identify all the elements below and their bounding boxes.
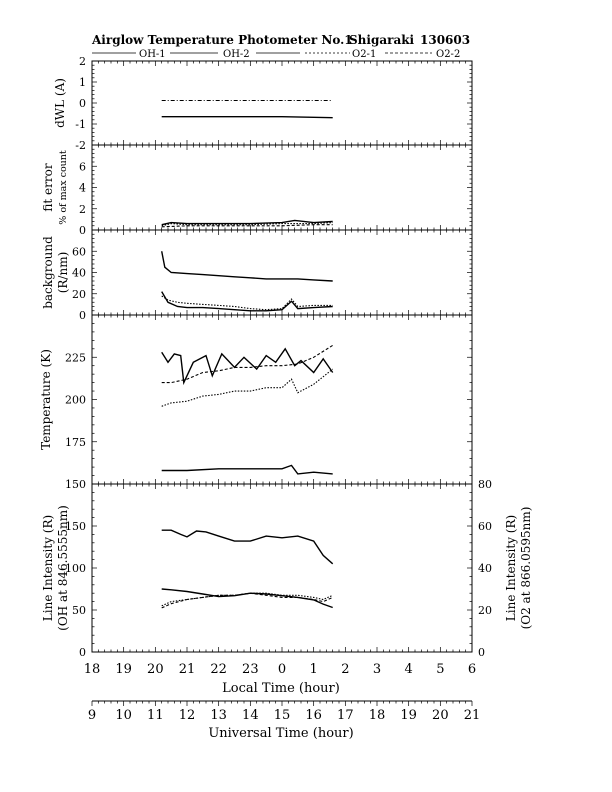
panel-temperature: 225 200 175 150 Temperature (K) — [39, 314, 473, 491]
y-right-axis-label: Line Intensity (R) — [504, 515, 518, 621]
legend-label-oh1: OH-1 — [139, 49, 166, 60]
y-tick-label: 6 — [79, 160, 86, 173]
x-ut-tick-label: 20 — [432, 708, 449, 723]
legend-label-o21: O2-1 — [352, 49, 376, 60]
legend-label-oh2: OH-2 — [223, 49, 250, 60]
series-background-o2-1 — [161, 295, 333, 311]
chart-title: Airglow Temperature Photometer No.1 — [91, 33, 353, 47]
legend: OH-1 OH-2 O2-1 O2-2 — [92, 49, 460, 60]
x-local-tick-label: 23 — [242, 662, 259, 677]
y-right-tick-label: 80 — [478, 478, 492, 491]
y-tick-label: 225 — [65, 351, 86, 364]
series-fiterr-oh-2 — [161, 222, 333, 227]
y-tick-label: 150 — [65, 520, 86, 533]
x-ut-tick-label: 9 — [88, 708, 96, 723]
series-temperature-o2-2 — [161, 344, 333, 384]
x-local-tick-label: 6 — [468, 662, 476, 677]
panel-fiterr: 6 4 2 0 fit error% of max count — [41, 144, 473, 237]
x-ut-tick-label: 18 — [369, 708, 386, 723]
x-local-tick-label: 0 — [278, 662, 286, 677]
y-tick-label: -2 — [75, 139, 86, 152]
series-background-oh-1 — [161, 251, 333, 282]
x-ut-tick-label: 21 — [464, 708, 481, 723]
ut-axis: 9 10 11 12 13 14 15 16 17 18 19 20 21 — [88, 701, 480, 723]
series-dwl-oh-1 — [161, 115, 333, 119]
series-background-oh-2 — [161, 291, 333, 312]
y-right-tick-label: 40 — [478, 562, 492, 575]
series-intensity-o2-2 — [161, 592, 333, 609]
x-local-tick-label: 3 — [373, 662, 381, 677]
y-tick-label: 2 — [79, 203, 86, 216]
panel-frame — [91, 229, 473, 316]
panel-frame — [91, 144, 473, 231]
x-ut-tick-label: 11 — [147, 708, 164, 723]
y-tick-label: 1 — [79, 76, 86, 89]
y-tick-label: -1 — [75, 118, 86, 131]
y-axis-label: Line Intensity (R) — [41, 515, 55, 621]
series-temperature-o2-1 — [161, 368, 334, 407]
legend-label-o22: O2-2 — [436, 49, 460, 60]
x-ut-tick-label: 13 — [210, 708, 227, 723]
series-intensity-oh-1 — [161, 529, 334, 565]
x-local-tick-label: 5 — [436, 662, 444, 677]
y-right-tick-label: 60 — [478, 520, 492, 533]
x-axis-ut-label: Universal Time (hour) — [208, 726, 353, 741]
x-ut-tick-label: 10 — [115, 708, 132, 723]
x-local-tick-label: 1 — [310, 662, 318, 677]
y-tick-label: 0 — [79, 224, 86, 237]
x-local-tick-label: 2 — [341, 662, 349, 677]
series-temperature-oh-2 — [161, 464, 333, 475]
series-fiterr-oh-1 — [161, 219, 333, 226]
y-axis-label: dWL (A) — [53, 78, 67, 128]
y-tick-label: 100 — [65, 562, 86, 575]
x-local-tick-label: 20 — [147, 662, 164, 677]
panel-frame — [91, 60, 473, 146]
y-tick-label: 4 — [79, 182, 86, 195]
y-tick-label: 150 — [65, 478, 86, 491]
y-right-axis-label-sub: (O2 at 866.0595nm) — [519, 507, 533, 630]
panel-frame — [91, 483, 473, 653]
y-axis-label: background — [41, 236, 55, 309]
y-tick-label: 175 — [65, 436, 86, 449]
x-ut-tick-label: 16 — [305, 708, 322, 723]
y-tick-label: 2 — [79, 55, 86, 68]
x-local-tick-label: 22 — [210, 662, 227, 677]
y-tick-label: 20 — [72, 288, 86, 301]
x-ut-tick-label: 14 — [242, 708, 259, 723]
y-axis-label: Temperature (K) — [39, 349, 53, 450]
x-local-tick-label: 19 — [115, 662, 132, 677]
y-tick-label: 40 — [72, 267, 86, 280]
panel-dwl: 2 1 0 -1 -2 dWL (A) — [53, 55, 473, 152]
y-axis-label-sub: (R/nm) — [56, 252, 70, 294]
x-local-tick-label: 4 — [405, 662, 413, 677]
panel-frame — [91, 314, 473, 485]
y-tick-label: 0 — [79, 646, 86, 659]
x-local-tick-label: 18 — [84, 662, 101, 677]
y-right-tick-label: 20 — [478, 604, 492, 617]
chart-site: Shigaraki — [349, 33, 415, 47]
y-axis-label: fit error — [41, 163, 55, 211]
y-tick-label: 0 — [79, 309, 86, 322]
series-fiterr-o2-1 — [161, 224, 333, 228]
x-ut-tick-label: 17 — [337, 708, 354, 723]
series-temperature-oh-1 — [161, 347, 334, 386]
x-local-tick-label: 21 — [179, 662, 196, 677]
chart-date-code: 130603 — [420, 33, 470, 47]
y-right-tick-label: 0 — [478, 646, 485, 659]
panel-background: 60 40 20 0 background (R/nm) — [41, 229, 473, 322]
x-axis-local-label: Local Time (hour) — [222, 681, 340, 696]
x-ut-tick-label: 19 — [400, 708, 417, 723]
y-axis-label-sub: % of max count — [58, 150, 69, 225]
y-tick-label: 200 — [65, 394, 86, 407]
x-ut-tick-label: 12 — [179, 708, 196, 723]
y-tick-label: 50 — [72, 604, 86, 617]
y-tick-label: 0 — [79, 97, 86, 110]
y-axis-label-sub: (OH at 846.5555nm) — [56, 505, 70, 631]
x-ut-tick-label: 15 — [274, 708, 291, 723]
y-tick-label: 60 — [72, 245, 86, 258]
